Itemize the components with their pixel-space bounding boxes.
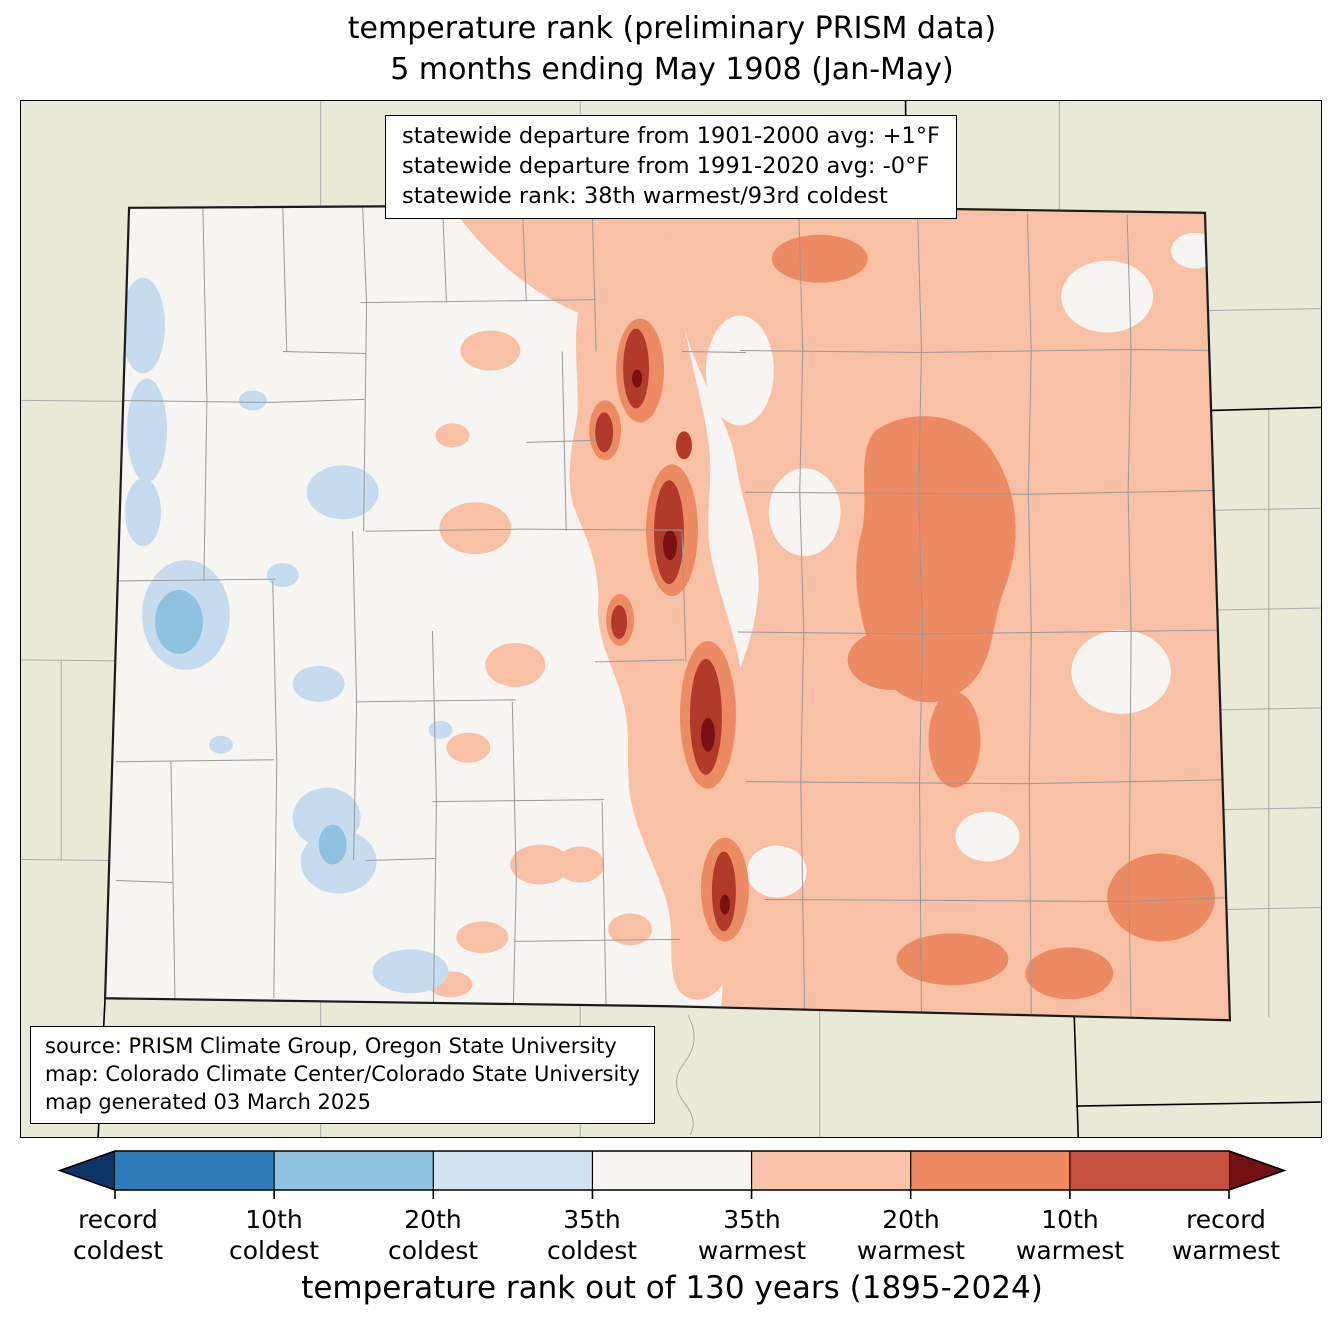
source-box: source: PRISM Climate Group, Oregon Stat… [30,1026,655,1124]
colorbar-label: 20th warmest [856,1205,966,1265]
colorbar-segment [751,1151,911,1190]
source-line-1: source: PRISM Climate Group, Oregon Stat… [45,1034,617,1058]
stats-line-2: statewide departure from 1991-2020 avg: … [402,153,930,179]
source-line-2: map: Colorado Climate Center/Colorado St… [45,1062,640,1086]
colorbar-left-arrow [57,1150,116,1191]
colorbar-label: 35th coldest [546,1205,638,1265]
colorbar-segment [433,1151,593,1190]
colorbar-label: 20th coldest [387,1205,479,1265]
colorbar-svg [57,1150,1287,1199]
map-frame: statewide departure from 1901-2000 avg: … [20,100,1322,1138]
page-title: temperature rank (preliminary PRISM data… [0,8,1344,90]
colorado-map [21,101,1321,1137]
title-line-1: temperature rank (preliminary PRISM data… [347,11,997,46]
state-fill-regions [105,204,1230,1021]
colorbar-segment [1069,1151,1229,1190]
colorbar-label: record coldest [72,1205,164,1265]
colorbar-segment [274,1151,434,1190]
colorbar-label: 10th warmest [1015,1205,1125,1265]
county-lines [111,204,1230,1021]
source-line-3: map generated 03 March 2025 [45,1090,372,1114]
colorbar-labels: record coldest 10th coldest 20th coldest 35… [0,1204,1344,1268]
title-line-2: 5 months ending May 1908 (Jan-May) [390,52,954,87]
colorbar-dividers [273,1151,1071,1190]
colorbar-label: 10th coldest [228,1205,320,1265]
colorbar-caption: temperature rank out of 130 years (1895-… [301,1270,1043,1306]
colorbar [0,1148,1344,1204]
colorbar-segment [592,1151,752,1190]
colorbar-label: 35th warmest [697,1205,807,1265]
colorbar-ticks [114,1190,1230,1199]
stats-box: statewide departure from 1901-2000 avg: … [385,115,957,219]
colorbar-segment [910,1151,1070,1190]
colorbar-label: record warmest [1171,1205,1281,1265]
stats-line-1: statewide departure from 1901-2000 avg: … [402,123,940,149]
colorbar-segment [115,1151,275,1190]
colorbar-right-arrow [1228,1150,1287,1191]
stats-line-3: statewide rank: 38th warmest/93rd coldes… [402,183,888,209]
